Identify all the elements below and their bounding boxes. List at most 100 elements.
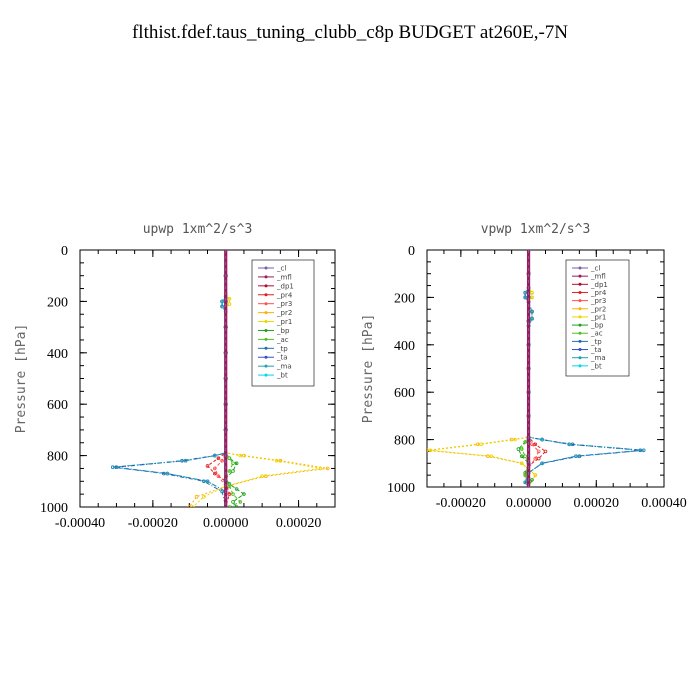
data-point (213, 471, 217, 476)
x-tick-label: 0.00000 (506, 496, 552, 511)
data-point (227, 484, 232, 489)
legend-label: _pr2 (590, 305, 606, 313)
legend-marker (264, 373, 268, 377)
y-tick-label: 800 (47, 450, 68, 465)
legend-label: _mfl (590, 273, 606, 281)
legend-marker (578, 356, 582, 360)
legend-marker (264, 355, 268, 359)
data-point (205, 479, 210, 484)
series-line-bp (225, 250, 245, 507)
legend-marker (578, 266, 582, 270)
data-point (202, 494, 206, 499)
data-point (533, 456, 538, 461)
data-point (111, 465, 115, 470)
x-tick-label: -0.00040 (55, 516, 105, 531)
legend-label: _ta (590, 346, 602, 354)
legend-marker (264, 275, 268, 279)
series-line-ta (116, 250, 227, 507)
legend-marker (578, 282, 582, 286)
series-line-tp (112, 250, 227, 507)
data-point (231, 469, 235, 473)
legend-label: _pr2 (276, 309, 292, 317)
legend-label: _dp1 (590, 281, 608, 289)
legend-marker (264, 284, 268, 288)
data-point (325, 466, 330, 471)
legend-label: _ma (276, 363, 292, 371)
data-point (194, 494, 199, 499)
y-tick-label: 600 (47, 398, 68, 413)
x-tick-label: -0.00020 (436, 496, 486, 511)
plot-title: vpwp 1xm^2/s^3 (481, 222, 591, 237)
data-point (519, 454, 524, 459)
plot-panel-2: 0 200 400 600 800 1000 -0.00020 0.00000 0.00020 0… (361, 222, 687, 511)
legend-marker (264, 266, 268, 270)
legend-label: _cl (590, 265, 600, 273)
data-point (509, 437, 514, 442)
data-point (574, 454, 578, 459)
legend-label: _mfl (276, 273, 292, 281)
legend-label: _pr4 (590, 289, 607, 297)
legend-marker (578, 348, 582, 352)
legend-marker (264, 320, 268, 324)
series-group (111, 250, 330, 507)
data-point (530, 478, 534, 482)
data-point (523, 454, 527, 459)
data-point (220, 458, 224, 463)
data-point (533, 473, 538, 477)
legend-label: _bp (590, 322, 604, 330)
data-point (530, 290, 534, 295)
data-point (213, 466, 217, 471)
x-tick-label: 0.00020 (276, 516, 322, 531)
data-point (227, 505, 232, 507)
data-point (536, 449, 541, 454)
data-point (523, 473, 527, 477)
plot-panel-1: 0 200 400 600 800 1000-0.00040 -0.00020 0.00000… (14, 222, 336, 531)
data-point (227, 296, 232, 301)
y-axis-label: Pressure [hPa] (361, 314, 376, 424)
data-point (216, 474, 221, 479)
y-tick-label: 1000 (387, 481, 415, 496)
legend-box (565, 259, 630, 377)
y-tick-label: 0 (408, 244, 415, 259)
data-point (231, 500, 235, 504)
legend-marker (578, 307, 582, 311)
legend-label: _bp (276, 327, 290, 335)
legend-label: _bt (590, 362, 602, 370)
plot-title: upwp 1xm^2/s^3 (143, 222, 253, 237)
y-tick-label: 400 (394, 339, 415, 354)
legend-marker (264, 364, 268, 368)
series-group (427, 250, 646, 487)
legend: _cl_mfl_dp1_pr4_pr3_pr2_pr1_bp_ac_tp_ta_… (251, 259, 315, 387)
data-point (220, 304, 224, 309)
data-point (238, 500, 243, 504)
data-point (479, 442, 484, 447)
legend-marker (264, 302, 268, 306)
x-tick-label: 0.00020 (574, 496, 620, 511)
x-tick-label: -0.00020 (128, 516, 178, 531)
data-point (519, 447, 524, 451)
legend-label: _ac (276, 336, 289, 344)
series-line-ma (112, 250, 227, 507)
data-point (523, 480, 527, 485)
legend-label: _pr1 (276, 318, 292, 326)
x-tick-label: 0.00040 (641, 496, 687, 511)
data-point (165, 471, 170, 476)
y-tick-label: 200 (47, 295, 68, 310)
data-point (220, 299, 224, 304)
legend-label: _bt (276, 372, 288, 380)
y-tick-label: 1000 (40, 501, 68, 516)
data-point (530, 309, 534, 314)
data-point (227, 456, 232, 461)
y-tick-label: 200 (394, 291, 415, 306)
data-point (513, 437, 517, 442)
data-point (227, 302, 232, 306)
legend-marker (578, 323, 582, 327)
data-point (318, 466, 323, 471)
legend-marker (578, 339, 582, 343)
legend-marker (264, 293, 268, 297)
data-point (530, 316, 534, 321)
legend-label: _tp (590, 338, 602, 346)
legend-label: _pr1 (590, 313, 606, 321)
data-point (428, 448, 433, 453)
